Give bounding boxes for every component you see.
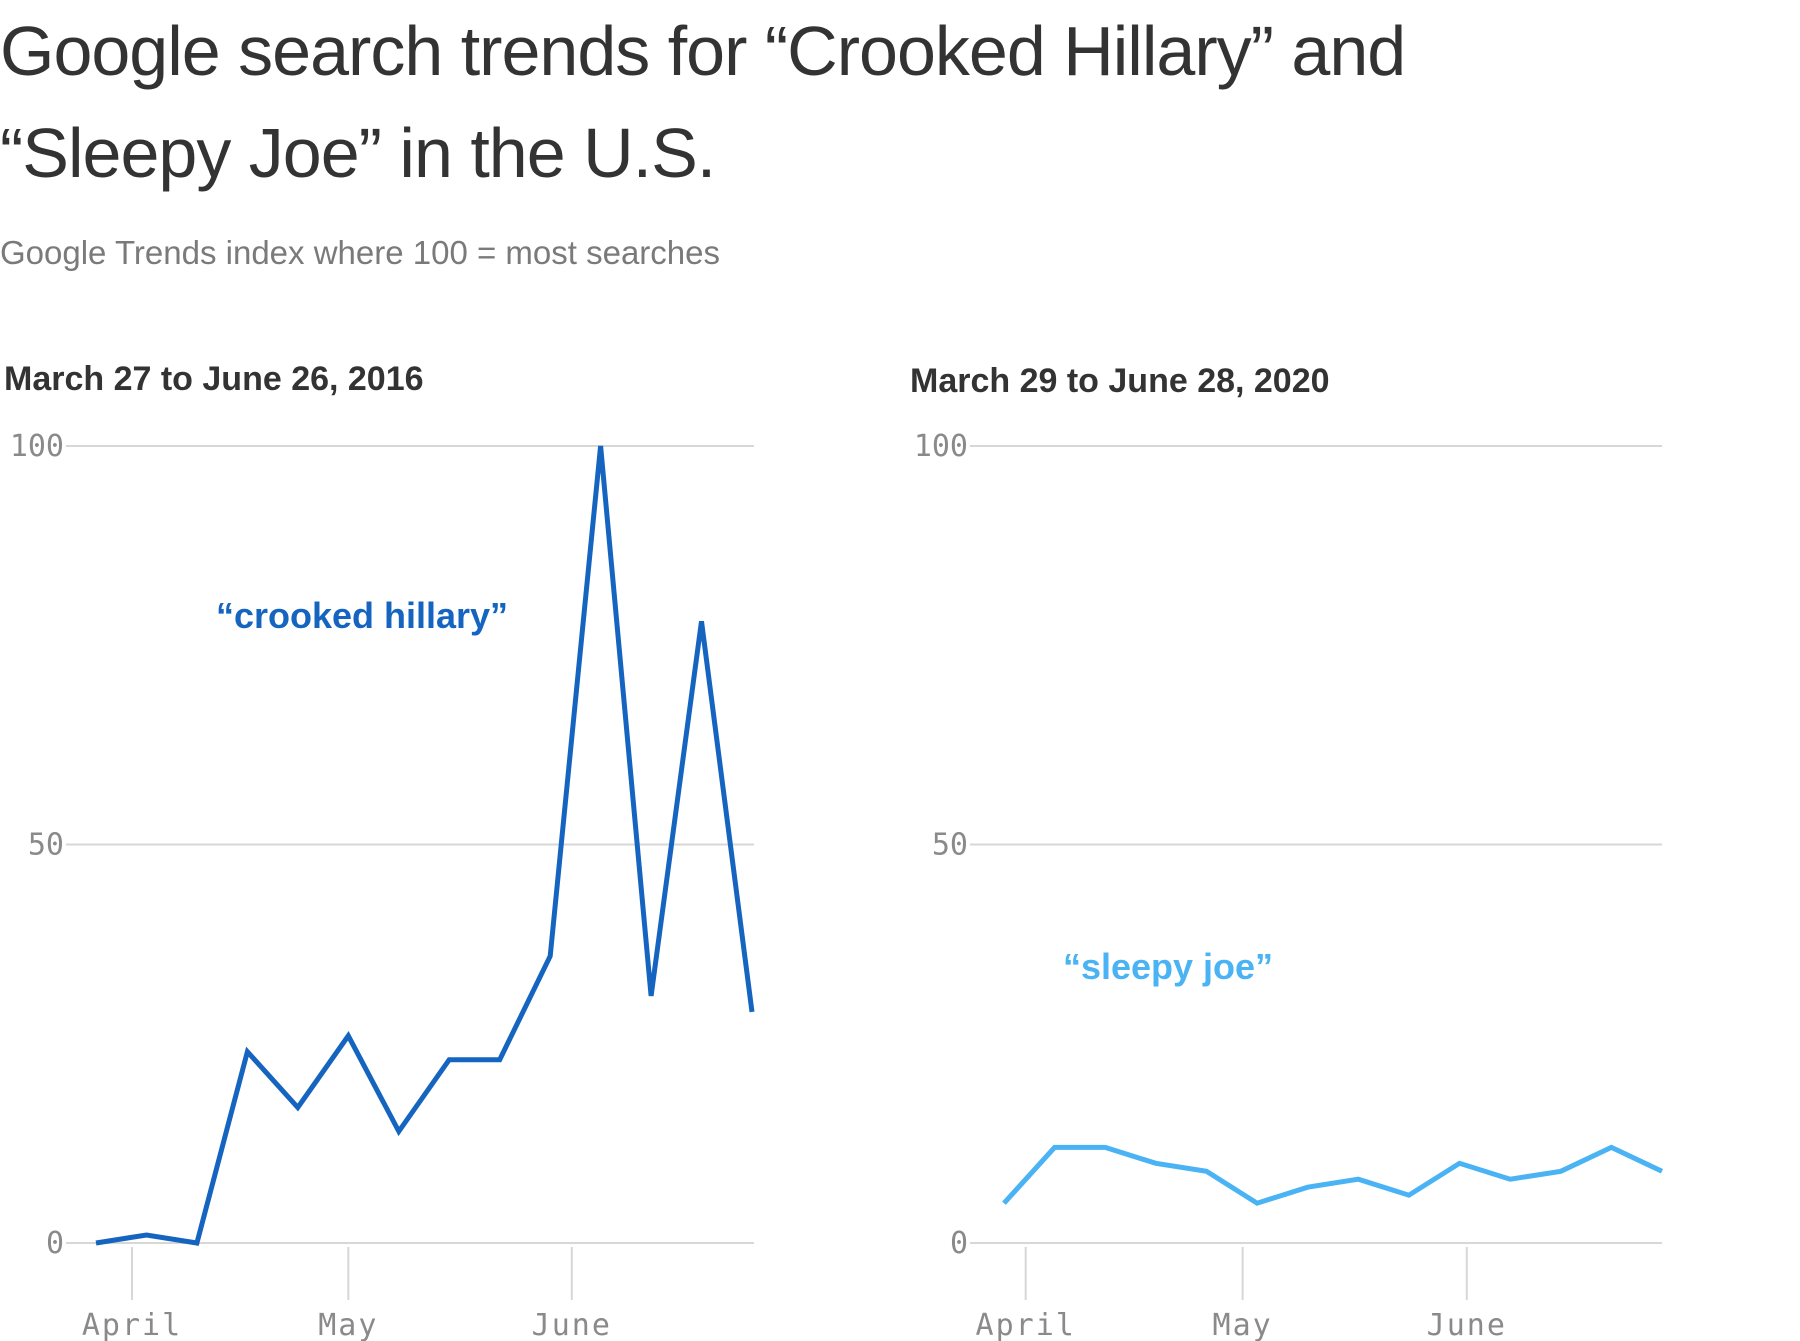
x-tick-label: April (82, 1308, 182, 1341)
series-line (95, 445, 755, 1246)
x-tick-label: May (1213, 1308, 1273, 1341)
y-tick-label: 0 (950, 1226, 968, 1261)
series-label: “sleepy joe” (1063, 946, 1273, 987)
panel-title-2016: March 27 to June 26, 2016 (4, 360, 424, 398)
x-tick-label: April (976, 1308, 1076, 1341)
y-tick-label: 50 (932, 828, 968, 863)
panel-2020: March 29 to June 28, 2020 0 50 100 April May… (910, 362, 1664, 1341)
x-tick-label: May (318, 1308, 378, 1341)
chart-title: Google search trends for “Crooked Hillar… (0, 12, 1406, 192)
chart-subtitle: Google Trends index where 100 = most sea… (0, 234, 720, 271)
panel-2016: March 27 to June 26, 2016 0 50 100 April May… (4, 360, 755, 1341)
y-tick-label: 100 (10, 429, 64, 464)
y-tick-label: 50 (28, 828, 64, 863)
series-label: “crooked hillary” (216, 595, 508, 636)
y-tick-label: 100 (914, 429, 968, 464)
x-tick-label: June (1427, 1308, 1507, 1341)
panel-title-2020: March 29 to June 28, 2020 (910, 362, 1330, 400)
y-tick-label: 0 (46, 1226, 64, 1261)
x-tick-label: June (532, 1308, 612, 1341)
series-line (1002, 1144, 1664, 1206)
